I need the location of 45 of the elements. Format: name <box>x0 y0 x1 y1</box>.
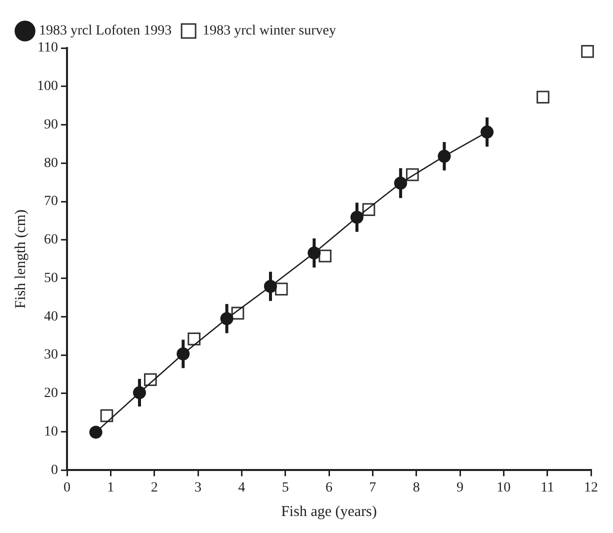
y-tick-label: 30 <box>44 348 58 363</box>
point <box>264 280 277 293</box>
x-tick-label: 6 <box>326 480 332 496</box>
y-tick-label: 10 <box>44 424 58 440</box>
y-tick-label: 60 <box>44 232 58 248</box>
legend-label: 1983 yrcl winter survey <box>202 24 336 39</box>
point <box>132 386 146 400</box>
y-tick-label: 20 <box>44 386 58 402</box>
y-tick-label: 100 <box>37 79 58 94</box>
x-tick-label: 11 <box>540 480 554 496</box>
y-tick-label: 80 <box>44 156 58 171</box>
point <box>581 45 594 58</box>
x-tick-label: 3 <box>194 480 202 496</box>
y-tick-label: 70 <box>44 194 58 210</box>
x-tick-label: 5 <box>282 480 289 496</box>
x-tick-label: 0 <box>64 480 70 496</box>
point <box>350 210 364 224</box>
point <box>176 347 190 360</box>
x-tick-label: 2 <box>150 480 158 496</box>
point <box>308 246 321 260</box>
point <box>274 282 288 296</box>
point <box>438 150 451 163</box>
point <box>100 409 114 422</box>
x-tick-label: 4 <box>238 480 246 496</box>
x-tick-label: 10 <box>496 480 511 496</box>
x-tick-label: 12 <box>584 480 598 496</box>
point <box>480 126 494 139</box>
y-axis-title: Fish length (cm) <box>12 210 29 309</box>
legend-label: 1983 yrcl Lofoten 1993 <box>39 24 172 39</box>
point <box>220 312 234 326</box>
y-tick-label: 90 <box>44 117 58 132</box>
y-tick-label: 50 <box>44 270 58 286</box>
point <box>394 176 408 190</box>
x-tick-label: 8 <box>412 480 420 496</box>
point <box>536 90 550 104</box>
x-tick-label: 7 <box>369 480 376 496</box>
y-tick-label: 0 <box>51 462 58 478</box>
point <box>188 332 200 346</box>
x-tick-label: 9 <box>456 480 464 496</box>
x-axis-title: Fish age (years) <box>281 504 377 520</box>
point <box>89 426 102 439</box>
point <box>318 250 332 262</box>
x-tick-label: 1 <box>107 480 114 496</box>
y-tick-label: 40 <box>44 309 58 324</box>
y-tick-label: 110 <box>38 40 58 56</box>
